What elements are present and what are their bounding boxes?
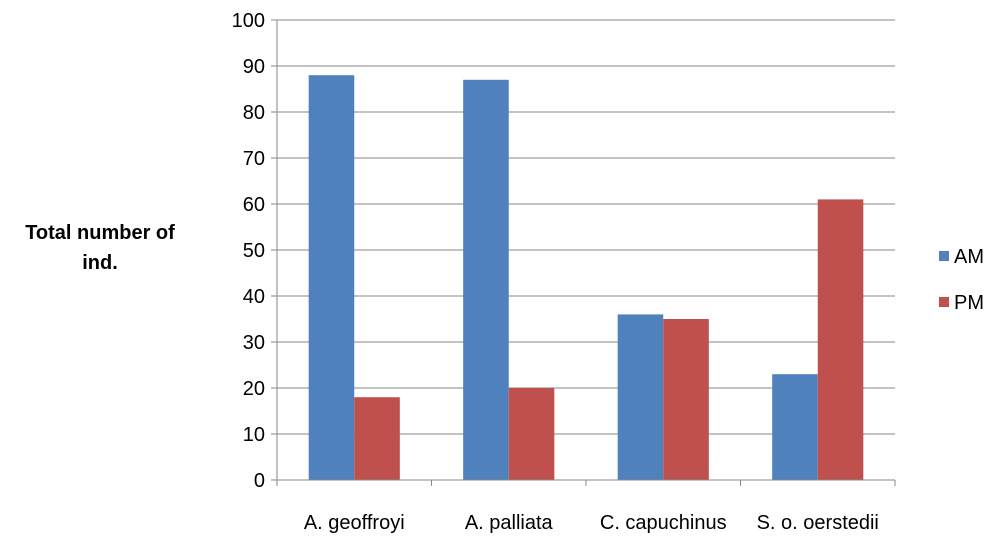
bar-pm-3 — [663, 319, 709, 480]
x-tick-label: S. o. oerstedii — [757, 512, 879, 534]
axes — [271, 19, 896, 486]
bar-am-4 — [772, 374, 818, 480]
y-tick-labels: 0 10 20 30 40 50 60 70 80 90 100 — [232, 10, 265, 492]
gridlines — [277, 19, 895, 435]
bar-pm-2 — [508, 388, 555, 480]
legend: AM PM — [939, 246, 984, 314]
legend-swatch-am — [939, 251, 949, 261]
y-tick-label: 70 — [243, 148, 265, 170]
legend-label-am: AM — [954, 246, 984, 268]
x-tick-label: C. capuchinus — [600, 512, 727, 534]
y-tick-label: 40 — [243, 286, 265, 308]
y-axis-label-line-1: Total number of — [25, 222, 175, 244]
bar-pm-1 — [354, 397, 400, 480]
x-tick-labels: A. geoffroyi A. palliata C. capuchinus S. o… — [304, 512, 879, 534]
y-tick-label: 60 — [243, 194, 265, 216]
y-tick-label: 0 — [254, 470, 265, 492]
bar-am-2 — [463, 79, 509, 481]
legend-swatch-pm — [939, 297, 949, 307]
bar-pm-4 — [817, 199, 864, 480]
y-axis-label: Total number of ind. — [0, 218, 200, 278]
y-tick-label: 50 — [243, 240, 265, 262]
y-axis-label-line-2: ind. — [82, 252, 118, 274]
y-tick-label: 100 — [232, 10, 265, 32]
bar-am-3 — [617, 314, 664, 480]
x-tick-label: A. geoffroyi — [304, 512, 405, 534]
y-tick-label: 90 — [243, 56, 265, 78]
bar-am-1 — [308, 75, 355, 480]
y-tick-label: 80 — [243, 102, 265, 124]
y-tick-label: 10 — [243, 424, 265, 446]
legend-label-pm: PM — [954, 292, 984, 314]
y-tick-label: 30 — [243, 332, 265, 354]
x-tick-label: A. palliata — [465, 512, 554, 534]
bars — [308, 75, 864, 481]
y-tick-label: 20 — [243, 378, 265, 400]
